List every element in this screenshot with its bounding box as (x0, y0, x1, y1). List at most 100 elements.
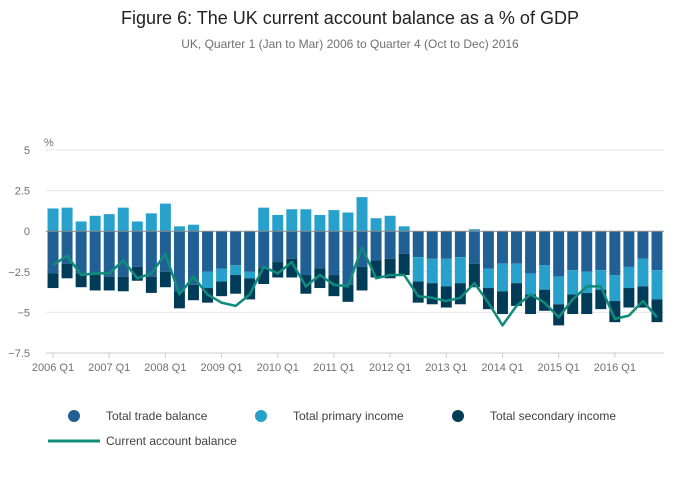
bar-total-primary-income (272, 214, 284, 232)
bar-total-secondary-income (117, 276, 129, 292)
bar-total-primary-income (89, 215, 101, 232)
bar-total-primary-income (117, 207, 129, 232)
bar-total-primary-income (511, 263, 523, 284)
bar-total-trade-balance (145, 231, 157, 277)
bar-total-primary-income (61, 207, 73, 232)
y-tick-label: −5 (17, 307, 30, 319)
bar-total-trade-balance (89, 231, 101, 276)
legend-swatch (452, 410, 464, 422)
bar-total-primary-income (314, 214, 326, 232)
bar-total-trade-balance (103, 231, 115, 277)
y-axis: 5 2.5 0 −2.5 −5 −7.5 (8, 145, 30, 360)
bar-total-trade-balance (496, 231, 508, 264)
bar-total-trade-balance (539, 231, 551, 266)
y-axis-label: % (44, 137, 54, 149)
chart-title: Figure 6: The UK current account balance… (121, 8, 579, 28)
bar-total-trade-balance (230, 231, 242, 266)
bar-total-primary-income (103, 214, 115, 232)
bar-total-secondary-income (61, 263, 73, 279)
bar-total-primary-income (440, 258, 452, 287)
bar-total-primary-income (482, 268, 494, 289)
x-tick-label: 2013 Q1 (425, 362, 467, 374)
bar-total-primary-income (567, 270, 579, 295)
bar-total-secondary-income (651, 299, 663, 323)
bar-total-secondary-income (525, 294, 537, 315)
bar-total-trade-balance (117, 231, 129, 277)
chart-subtitle: UK, Quarter 1 (Jan to Mar) 2006 to Quart… (181, 37, 519, 51)
bar-total-secondary-income (272, 262, 284, 278)
bar-total-primary-income (356, 197, 368, 232)
bar-total-trade-balance (482, 231, 494, 269)
bar-total-primary-income (300, 209, 312, 232)
bar-total-secondary-income (187, 284, 199, 301)
bar-total-primary-income (244, 271, 256, 279)
y-tick-label: −7.5 (8, 348, 30, 360)
bar-total-secondary-income (539, 289, 551, 311)
bar-total-primary-income (412, 257, 424, 282)
bars (47, 197, 663, 326)
bar-total-primary-income (216, 268, 228, 282)
bar-total-primary-income (525, 273, 537, 295)
bar-total-secondary-income (314, 268, 326, 289)
x-tick-label: 2012 Q1 (369, 362, 411, 374)
x-tick-label: 2008 Q1 (144, 362, 186, 374)
bar-total-secondary-income (412, 281, 424, 303)
bar-total-trade-balance (511, 231, 523, 264)
legend-label: Total primary income (293, 409, 404, 423)
bar-total-primary-income (581, 271, 593, 293)
bar-total-primary-income (468, 229, 480, 232)
bar-total-secondary-income (103, 276, 115, 291)
bar-total-primary-income (426, 258, 438, 284)
bar-total-secondary-income (244, 278, 256, 300)
bar-total-trade-balance (328, 231, 340, 276)
y-tick-label: 5 (24, 145, 30, 157)
x-tick-label: 2011 Q1 (313, 362, 354, 374)
y-tick-label: −2.5 (8, 267, 30, 279)
bar-total-secondary-income (89, 275, 101, 291)
bar-total-trade-balance (651, 231, 663, 271)
current-account-line (52, 246, 658, 327)
legend: Total trade balance Total primary income T… (48, 409, 616, 448)
legend-swatch (255, 410, 267, 422)
bar-total-primary-income (286, 209, 298, 232)
bar-total-primary-income (398, 226, 410, 232)
bar-total-trade-balance (525, 231, 537, 274)
bar-total-trade-balance (131, 231, 143, 267)
x-tick-label: 2007 Q1 (88, 362, 130, 374)
x-tick-label: 2006 Q1 (32, 362, 74, 374)
bar-total-trade-balance (370, 231, 382, 261)
bar-total-secondary-income (398, 253, 410, 276)
bar-total-primary-income (328, 210, 340, 232)
bar-total-secondary-income (454, 283, 466, 305)
legend-swatch (68, 410, 80, 422)
bar-total-primary-income (47, 208, 59, 232)
bar-total-trade-balance (187, 231, 199, 285)
bar-total-primary-income (539, 265, 551, 290)
bar-total-trade-balance (412, 231, 424, 258)
x-tick-label: 2015 Q1 (538, 362, 580, 374)
bar-total-trade-balance (258, 231, 270, 269)
bar-total-trade-balance (623, 231, 635, 267)
bar-total-primary-income (342, 212, 354, 232)
bar-total-secondary-income (595, 289, 607, 310)
bar-total-secondary-income (440, 286, 452, 308)
bar-total-secondary-income (384, 258, 396, 279)
bar-total-trade-balance (61, 231, 73, 264)
legend-label: Current account balance (106, 434, 237, 448)
bar-total-trade-balance (272, 231, 284, 263)
bar-total-secondary-income (131, 266, 143, 281)
bar-total-secondary-income (567, 294, 579, 315)
bar-total-primary-income (370, 218, 382, 232)
bar-total-secondary-income (496, 291, 508, 315)
bar-total-primary-income (637, 258, 649, 287)
bar-total-secondary-income (356, 266, 368, 291)
bar-total-trade-balance (159, 231, 171, 272)
bar-total-primary-income (454, 257, 466, 284)
bar-total-trade-balance (342, 231, 354, 285)
bar-total-trade-balance (426, 231, 438, 259)
bar-total-primary-income (384, 215, 396, 232)
bar-total-secondary-income (581, 292, 593, 315)
bar-total-secondary-income (258, 268, 270, 284)
bar-total-primary-income (595, 270, 607, 290)
